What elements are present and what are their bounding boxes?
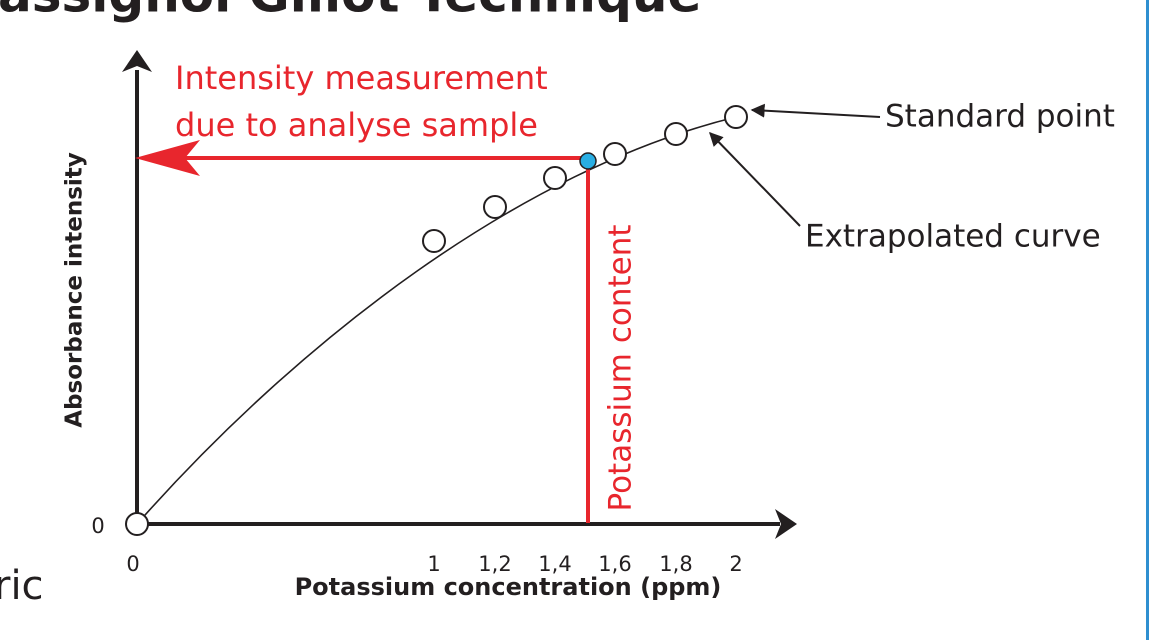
x-tick-label: 1,6 (598, 552, 631, 576)
x-axis-label: Potassium concentration (ppm) (295, 573, 722, 601)
standard-point (422, 229, 446, 253)
pointer-arrow (750, 103, 881, 118)
x-tick-label: 2 (729, 552, 742, 576)
annotation: Extrapolated curve (805, 219, 1101, 255)
slide-title: assignol Gillot Technique (0, 0, 701, 24)
pointer-arrow (709, 131, 801, 227)
border-line (1146, 0, 1149, 640)
annotation: Potassium content (603, 224, 639, 511)
x-axis-arrow (775, 509, 797, 539)
standard-point (724, 105, 748, 129)
standard-point (603, 142, 627, 166)
sample-point (579, 152, 597, 170)
annotation: Intensity measurement (175, 59, 548, 97)
y-axis-label: Absorbance intensity (62, 152, 88, 427)
standard-point (125, 512, 149, 536)
annotation: due to analyse sample (175, 106, 538, 144)
y-axis-arrow (122, 50, 152, 72)
standard-point (483, 195, 507, 219)
annotation: Standard point (885, 99, 1115, 135)
standard-point (543, 166, 567, 190)
standard-point (664, 122, 688, 146)
x-tick-label: 1,2 (478, 552, 511, 576)
side-text: ric (0, 563, 44, 609)
x-tick-label: 1,4 (538, 552, 571, 576)
x-tick-labels: 0 1 1,2 1,4 1,6 1,8 2 (126, 552, 742, 576)
calibration-curve (136, 116, 737, 525)
x-tick-label: 1,8 (659, 552, 692, 576)
x-tick-label: 0 (126, 552, 139, 576)
x-tick-label: 1 (427, 552, 440, 576)
y-tick-label: 0 (91, 514, 104, 538)
intensity-arrow (135, 140, 200, 176)
